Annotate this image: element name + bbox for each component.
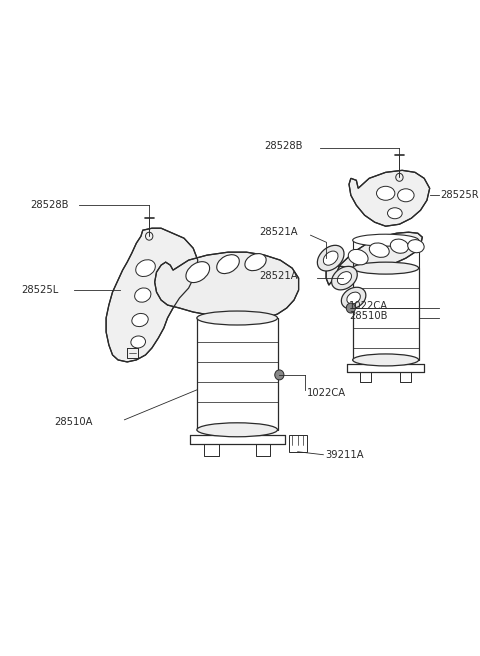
Polygon shape — [349, 171, 430, 226]
Text: 1022CA: 1022CA — [349, 301, 388, 311]
Ellipse shape — [341, 287, 366, 309]
Text: 28510A: 28510A — [54, 417, 92, 427]
Ellipse shape — [332, 266, 357, 290]
Ellipse shape — [186, 262, 210, 283]
Ellipse shape — [353, 234, 419, 246]
Circle shape — [275, 370, 284, 380]
Ellipse shape — [131, 336, 145, 348]
Ellipse shape — [390, 239, 408, 253]
Ellipse shape — [197, 311, 277, 325]
Polygon shape — [106, 228, 198, 362]
Ellipse shape — [317, 245, 344, 271]
Ellipse shape — [376, 186, 395, 200]
Ellipse shape — [217, 255, 240, 274]
Ellipse shape — [245, 254, 266, 271]
Circle shape — [346, 303, 355, 313]
Text: 1022CA: 1022CA — [307, 388, 346, 398]
Ellipse shape — [397, 189, 414, 202]
Ellipse shape — [337, 272, 351, 285]
Text: 28521A: 28521A — [259, 271, 298, 281]
Ellipse shape — [136, 260, 156, 277]
Ellipse shape — [353, 262, 419, 274]
Text: 39211A: 39211A — [325, 450, 364, 460]
Ellipse shape — [324, 251, 338, 265]
Ellipse shape — [347, 292, 360, 304]
Text: 28510B: 28510B — [349, 311, 387, 321]
Ellipse shape — [369, 243, 389, 257]
Text: 28525R: 28525R — [441, 190, 480, 200]
Text: 28528B: 28528B — [30, 200, 69, 211]
Ellipse shape — [387, 208, 402, 218]
Ellipse shape — [132, 314, 148, 327]
Ellipse shape — [197, 423, 277, 437]
Polygon shape — [326, 232, 422, 285]
Ellipse shape — [353, 354, 419, 366]
Ellipse shape — [134, 288, 151, 302]
Ellipse shape — [348, 249, 368, 265]
Polygon shape — [155, 252, 299, 320]
Text: 28528B: 28528B — [264, 142, 303, 152]
Text: 28521A: 28521A — [259, 227, 298, 237]
Ellipse shape — [408, 239, 424, 253]
Text: 28525L: 28525L — [21, 285, 58, 295]
